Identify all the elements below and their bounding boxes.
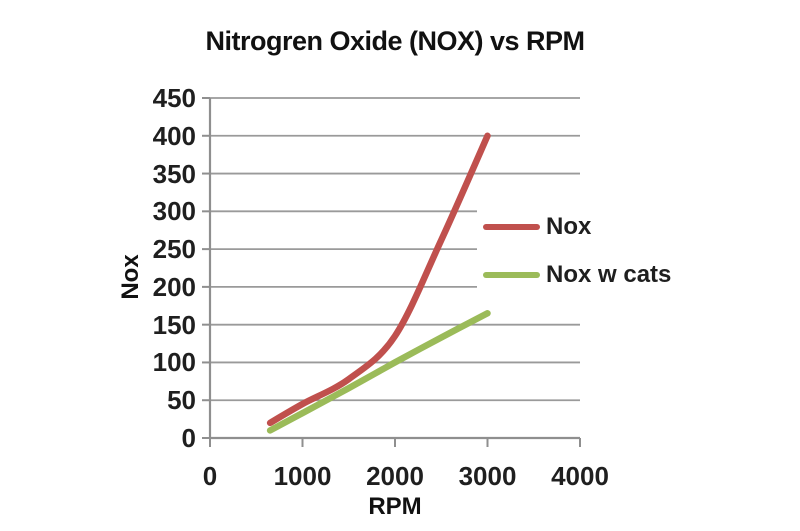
y-tick-label: 300 xyxy=(152,196,196,227)
y-tick-label: 100 xyxy=(152,347,196,378)
x-tick-label: 2000 xyxy=(366,461,424,491)
y-tick-label: 400 xyxy=(152,120,196,151)
legend: Nox Nox w cats xyxy=(477,200,672,300)
y-tick-label: 250 xyxy=(152,234,196,265)
y-tick-label: 200 xyxy=(152,271,196,302)
x-tick-label: 3000 xyxy=(458,461,517,491)
legend-label-nox-w-cats: Nox w cats xyxy=(546,261,672,288)
x-tick-label: 4000 xyxy=(551,461,609,491)
chart-title: Nitrogren Oxide (NOX) vs RPM xyxy=(205,26,585,56)
y-tick-label: 150 xyxy=(152,309,196,340)
y-tick-label: 350 xyxy=(152,158,196,189)
series-line-nox-w-cats xyxy=(266,310,491,434)
y-tick-label: 450 xyxy=(152,83,196,113)
y-tick-label: 0 xyxy=(181,423,196,453)
legend-line-sample-nox xyxy=(483,224,540,230)
legend-line-sample-nox-w-cats xyxy=(483,272,540,278)
x-tick-label: 1000 xyxy=(273,461,332,491)
legend-label-nox: Nox xyxy=(546,213,592,240)
legend-item-nox: Nox xyxy=(477,211,591,243)
legend-item-nox-w-cats: Nox w cats xyxy=(477,259,671,291)
series-line-nox xyxy=(266,132,491,427)
x-axis-title: RPM xyxy=(368,493,422,520)
y-tick-label: 50 xyxy=(167,385,196,416)
x-tick-label: 0 xyxy=(202,461,218,491)
